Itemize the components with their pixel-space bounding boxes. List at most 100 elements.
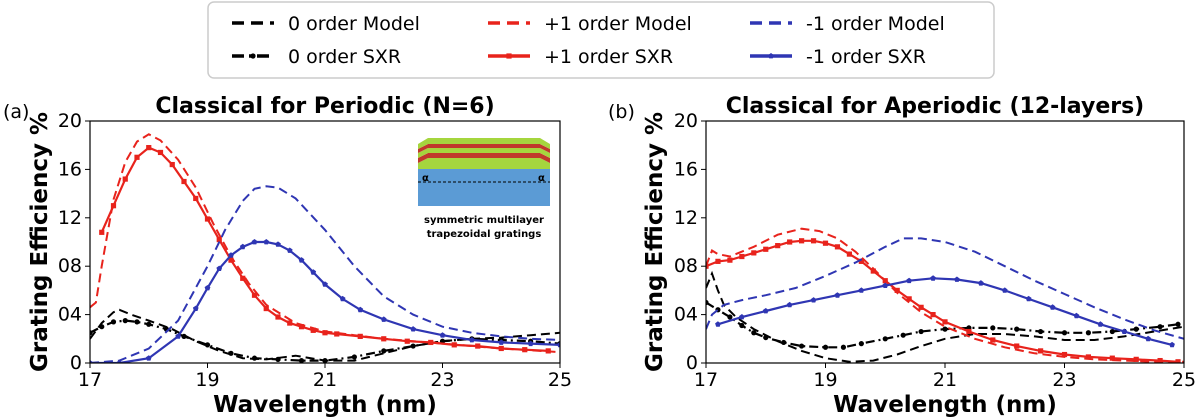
legend: 0 order Model +1 order Model -1 order Mode… [207,1,995,79]
x-tick-label: 21 [313,369,337,391]
data-point-1-order-sxr [954,276,960,282]
data-point-1-order-sxr [775,243,781,249]
x-tick-label: 25 [1172,369,1196,391]
data-point-0-order-sxr [840,344,847,350]
series-line-1-order-sxr [90,240,560,363]
data-point-0-order-sxr [90,330,93,336]
series-line-1-order-model [706,237,1184,340]
data-point-1-order-sxr [727,257,733,263]
inset-layer-green-mid [418,148,550,158]
legend-entry-0-order-sxr: 0 order SXR [232,46,401,68]
data-point-1-order-sxr [906,296,912,302]
series-line-1-order-sxr [706,239,1179,363]
series-line-1-order-model [90,185,560,363]
series-line-0-order-model [706,270,1184,363]
data-point-1-order-sxr [240,275,246,281]
data-point-1-order-sxr [334,331,340,337]
inset-caption-line1: symmetric multilayer [424,215,544,226]
data-point-1-order-sxr [1025,295,1032,302]
data-point-1-order-sxr [1049,304,1056,310]
panel-b-series [706,227,1184,363]
data-point-0-order-sxr [99,324,105,330]
inset-layer-green-top [418,138,550,149]
data-point-1-order-sxr [251,239,258,245]
panel-a-ylabel: Grating Efficiency % [27,112,53,372]
data-point-1-order-sxr [181,178,187,185]
data-point-0-order-sxr [1014,326,1020,332]
data-point-1-order-sxr [380,316,387,322]
data-point-1-order-sxr [834,244,841,250]
data-point-0-order-sxr [706,299,709,306]
inset-layer-green-bottom [418,158,550,169]
data-point-1-order-sxr [263,305,269,312]
data-point-0-order-sxr [322,357,328,363]
data-point-0-order-sxr [181,333,187,339]
data-point-0-order-sxr [1175,321,1181,327]
data-point-1-order-sxr [715,321,721,327]
data-point-1-order-sxr [116,360,123,363]
y-tick-label: 16 [58,158,82,180]
data-point-0-order-sxr [822,344,829,350]
data-point-0-order-sxr [727,314,733,320]
data-point-1-order-sxr [310,269,317,275]
data-point-1-order-sxr [216,265,223,271]
data-point-1-order-sxr [918,304,924,310]
data-point-1-order-sxr [990,337,996,343]
legend-marker [250,53,256,59]
x-tick-label: 23 [1052,369,1076,391]
data-point-0-order-sxr [751,330,757,336]
panel-a-series [90,133,560,363]
inset-schematic: α α symmetric multilayer trapezoidal gra… [418,138,550,240]
y-tick-label: 20 [58,110,82,132]
data-point-0-order-sxr [942,326,948,332]
x-tick-label: 19 [195,369,219,391]
data-point-1-order-sxr [381,336,387,342]
data-point-0-order-sxr [763,334,769,341]
panel-b-ticks: 17 19 21 23 25 0 04 08 12 16 20 [674,110,1196,391]
data-point-1-order-sxr [930,312,936,318]
data-point-1-order-sxr [263,239,270,245]
data-point-1-order-sxr [763,246,769,252]
data-point-1-order-sxr [204,285,211,291]
x-tick-label: 17 [78,369,102,391]
data-point-1-order-sxr [1014,343,1020,349]
data-point-1-order-sxr [298,324,305,330]
data-point-1-order-sxr [1073,312,1080,319]
data-point-0-order-sxr [146,321,152,327]
data-point-1-order-sxr [216,236,222,243]
panel-a: (a) Classical for Periodic (N=6) Grating… [3,94,572,417]
data-point-0-order-sxr [918,328,924,335]
data-point-1-order-sxr [1109,355,1115,361]
data-point-0-order-sxr [134,319,140,325]
data-point-1-order-sxr [475,343,481,349]
y-tick-label: 20 [674,110,698,132]
panel-b-ylabel: Grating Efficiency % [642,112,668,372]
data-point-1-order-sxr [286,247,293,253]
data-point-1-order-sxr [1169,341,1175,348]
legend-entry-1-order-sxr: +1 order SXR [488,46,673,68]
y-tick-label: 08 [58,255,82,277]
data-point-1-order-sxr [787,239,793,245]
y-tick-label: 0 [70,352,82,374]
legend-marker [506,53,512,59]
data-point-1-order-sxr [204,216,211,222]
data-point-1-order-sxr [870,268,876,274]
data-point-1-order-sxr [1097,321,1104,327]
data-point-0-order-sxr [251,355,258,361]
data-point-1-order-sxr [930,275,936,281]
data-point-0-order-sxr [228,350,234,356]
legend-label: -1 order SXR [806,46,926,68]
data-point-1-order-sxr [157,149,164,156]
y-tick-label: 0 [686,352,698,374]
data-point-1-order-sxr [498,339,505,345]
data-point-0-order-sxr [1061,330,1068,336]
data-point-0-order-sxr [882,336,888,342]
legend-entry-0-order-model: 0 order Model [232,13,420,35]
data-point-1-order-sxr [906,277,912,284]
data-point-0-order-sxr [1109,328,1115,335]
legend-entry-1-order-sxr: -1 order SXR [750,46,926,68]
panel-b-title: Classical for Aperiodic (12-layers) [726,94,1145,119]
data-point-1-order-sxr [1061,351,1068,358]
data-point-1-order-sxr [786,301,793,308]
panel-b-frame [705,120,1185,364]
